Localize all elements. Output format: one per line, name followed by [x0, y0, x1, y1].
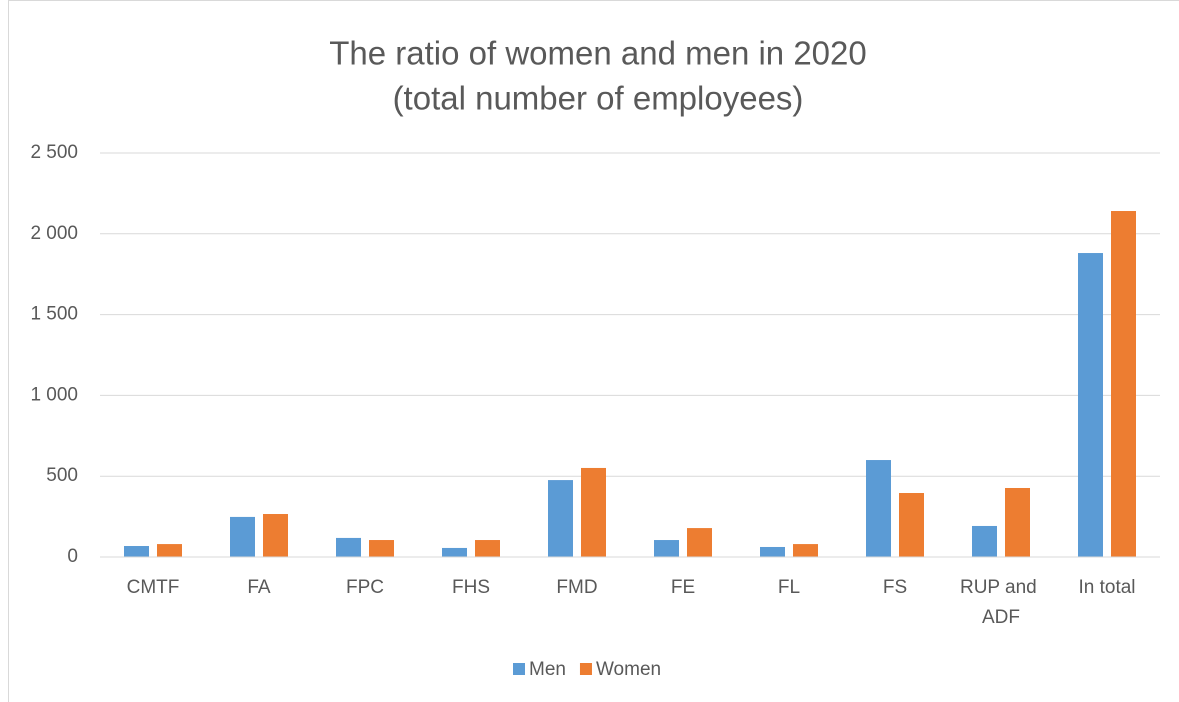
x-tick-label: FPC — [346, 577, 384, 598]
chart-border — [8, 0, 1179, 702]
x-tick-label: FA — [247, 577, 271, 598]
x-tick-label: FS — [883, 577, 907, 598]
bar — [442, 547, 467, 557]
bar — [866, 460, 891, 557]
chart-subtitle: (total number of employees) — [393, 80, 804, 117]
x-tick-label: FMD — [556, 577, 597, 598]
bar — [760, 546, 785, 557]
y-tick-label: 500 — [46, 465, 78, 486]
bar — [369, 540, 394, 557]
bar — [157, 544, 182, 557]
bar — [230, 516, 255, 557]
x-tick-label: CMTF — [127, 577, 180, 598]
y-tick-label: 1 500 — [30, 304, 78, 325]
legend-swatch — [513, 663, 525, 675]
y-tick-label: 0 — [67, 546, 78, 567]
bar — [581, 467, 606, 557]
bar — [793, 544, 818, 557]
bar — [1078, 253, 1103, 557]
y-tick-label: 2 000 — [30, 223, 78, 244]
bar — [687, 528, 712, 557]
bar — [475, 540, 500, 557]
x-tick-label: FHS — [452, 577, 490, 598]
bar — [1005, 487, 1030, 557]
legend-label: Men — [529, 659, 566, 680]
bar — [972, 525, 997, 557]
bar — [1111, 211, 1136, 557]
bar — [899, 493, 924, 557]
x-tick-label: RUP and ADF — [960, 577, 1042, 628]
bar — [654, 540, 679, 557]
x-tick-label: In total — [1078, 577, 1135, 598]
bar — [263, 514, 288, 557]
legend-swatch — [579, 663, 592, 675]
y-tick-label: 2 500 — [30, 142, 78, 163]
legend-label: Women — [596, 659, 661, 680]
bar — [548, 480, 573, 557]
chart-title: The ratio of women and men in 2020 — [329, 35, 867, 72]
x-tick-label: FL — [778, 577, 800, 598]
bar — [124, 546, 149, 557]
x-tick-label: FE — [671, 577, 695, 598]
bar — [336, 537, 361, 557]
y-tick-label: 1 000 — [30, 384, 78, 405]
